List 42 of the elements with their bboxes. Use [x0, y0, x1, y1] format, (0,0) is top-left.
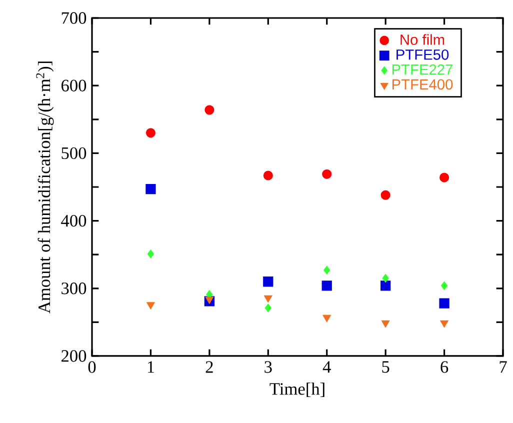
- x-tick-label: 4: [322, 361, 331, 373]
- x-tick-label: 6: [440, 361, 448, 373]
- point: [146, 128, 156, 138]
- point: [264, 295, 272, 302]
- y-tick-label: 600: [62, 80, 86, 92]
- point: [322, 280, 332, 291]
- x-tick-label: 5: [382, 361, 390, 373]
- point: [146, 302, 155, 309]
- point: [322, 169, 332, 179]
- point: [146, 184, 156, 194]
- y-tick-label: 500: [62, 147, 86, 160]
- y-axis-title: Amount of humidification[g/(h·m$^{2}$)]: [36, 62, 54, 314]
- x-tick-label: 1: [148, 361, 154, 373]
- point: [204, 105, 214, 115]
- point: [323, 314, 331, 322]
- legend-label: PTFE50: [396, 49, 449, 60]
- point: [263, 276, 274, 287]
- point: [148, 250, 154, 258]
- x-tick-label: 2: [206, 361, 213, 373]
- y-tick-label: 200: [62, 350, 86, 362]
- legend-label: PTFE400: [392, 79, 453, 90]
- y-tick-label: 400: [61, 214, 86, 227]
- y-tick-label: 700: [62, 12, 86, 24]
- legend-label: No film: [400, 34, 444, 45]
- x-tick-label: 0: [88, 361, 96, 373]
- x-tick-label: 7: [500, 361, 507, 373]
- point: [439, 172, 450, 182]
- point: [439, 298, 450, 308]
- point: [264, 304, 272, 312]
- y-tick-label: 300: [62, 282, 86, 294]
- point: [324, 266, 330, 274]
- point: [206, 296, 214, 304]
- point: [382, 320, 390, 328]
- point: [380, 280, 391, 291]
- point: [441, 282, 448, 290]
- point: [440, 320, 448, 328]
- x-tick-label: 3: [264, 361, 272, 373]
- point: [263, 170, 273, 180]
- x-axis-title: Time[h]: [270, 382, 324, 397]
- point: [382, 274, 389, 282]
- point: [380, 190, 390, 200]
- legend-label: PTFE227: [392, 64, 452, 75]
